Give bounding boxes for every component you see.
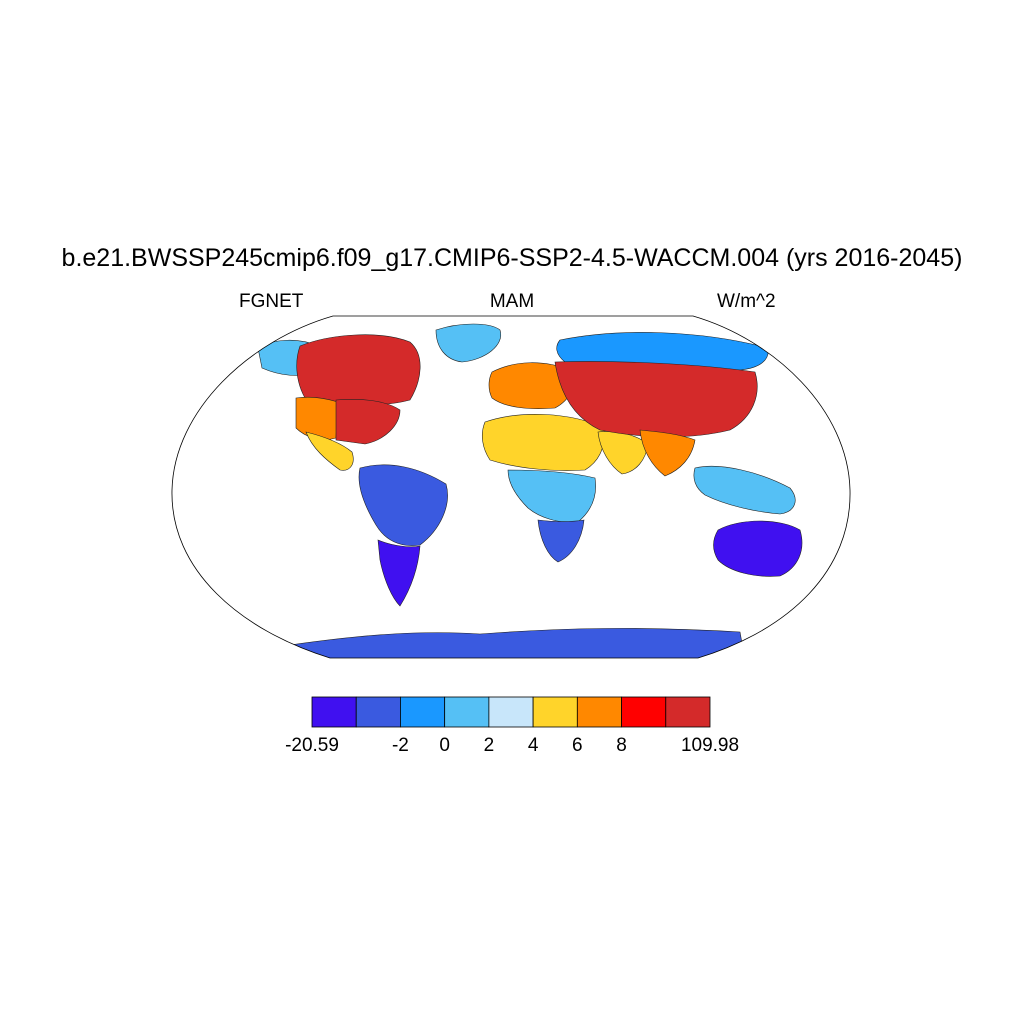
sahara (481, 413, 606, 471)
colorbar-tick-label: 4 (527, 735, 539, 756)
colorbar-box (444, 696, 490, 728)
colorbar-box (400, 696, 446, 728)
europe (488, 362, 574, 409)
greenland (435, 323, 502, 363)
colorbar-box (311, 696, 357, 728)
mexico (305, 431, 354, 471)
variable-label: FGNET (239, 291, 304, 312)
southern-south-america (377, 539, 421, 607)
colorbar-tick-label: 0 (439, 735, 450, 756)
amazon (358, 464, 448, 546)
southern-africa (537, 519, 585, 563)
india (639, 429, 696, 477)
colorbar-box (621, 696, 667, 728)
colorbar-box (532, 696, 578, 728)
colorbar-box (665, 696, 711, 728)
eastern-united-states (335, 399, 401, 445)
colorbar-box (488, 696, 534, 728)
colorbar-box (576, 696, 622, 728)
central-asia (554, 361, 758, 438)
land-fields (257, 323, 803, 658)
plot-title: b.e21.BWSSP245cmip6.f09_g17.CMIP6-SSP2-4… (61, 244, 963, 272)
colorbar-tick-label: -2 (391, 735, 409, 756)
colorbar-tick-label: 8 (616, 735, 627, 756)
season-label: MAM (489, 291, 535, 312)
colorbar-box (355, 696, 401, 728)
colorbar-tick-label: 2 (483, 735, 495, 756)
units-label: W/m^2 (717, 291, 776, 312)
map-boundary (171, 315, 851, 659)
southeast-asia (693, 465, 796, 515)
colorbar-tick-label: 109.98 (680, 735, 740, 756)
australia (713, 520, 803, 577)
antarctica (284, 628, 746, 658)
colorbar-tick-label: -20.59 (285, 735, 339, 756)
canada (296, 334, 421, 406)
colorbar-tick-label: 6 (572, 735, 583, 756)
